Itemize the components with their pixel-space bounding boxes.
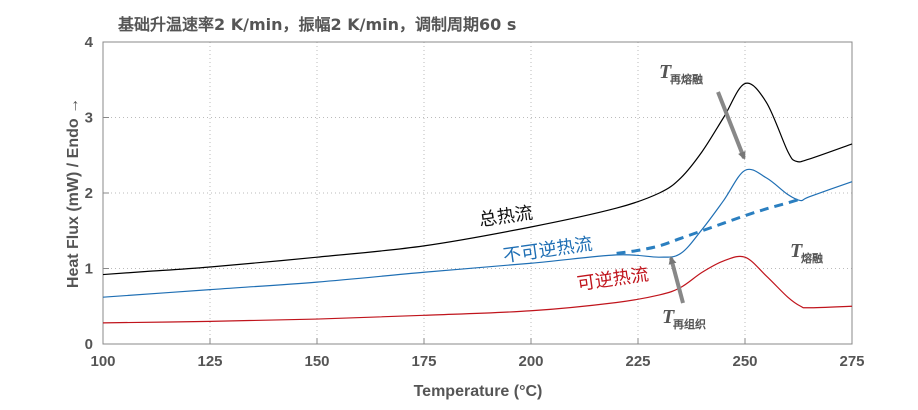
x-axis-label: Temperature (°C) xyxy=(414,383,543,400)
t-reorg-subscript: 再组织 xyxy=(673,317,706,331)
t-remelt-symbol: T xyxy=(659,61,672,83)
chart-title: 基础升温速率2 K/min，振幅2 K/min，调制周期60 s xyxy=(117,15,516,34)
annotation-t-melting: T 熔融 xyxy=(790,240,823,265)
annotation-t-reorganization: T 再组织 xyxy=(662,306,706,331)
x-tick-label: 200 xyxy=(518,353,543,370)
y-tick-label: 1 xyxy=(85,261,93,278)
y-tick-label: 4 xyxy=(85,34,94,51)
y-tick-label: 3 xyxy=(85,110,93,127)
y-tick-label: 0 xyxy=(85,336,93,353)
y-axis-label: Heat Flux (mW) / Endo → xyxy=(65,98,82,288)
series-nonreversing-heat-flow xyxy=(102,168,853,298)
t-reorg-symbol: T xyxy=(662,306,675,328)
x-tick-label: 150 xyxy=(304,353,329,370)
label-reversing-heat-flow: 可逆热流 xyxy=(576,264,650,295)
x-tick-label: 275 xyxy=(839,353,864,370)
arrow-t-reorg xyxy=(668,256,685,304)
t-melt-symbol: T xyxy=(790,240,803,262)
x-tick-label: 100 xyxy=(90,353,115,370)
label-total-heat-flow: 总热流 xyxy=(478,203,534,231)
series-total-heat-flow xyxy=(102,82,853,276)
x-tick-label: 225 xyxy=(625,353,650,370)
annotation-t-remelting: T 再熔融 xyxy=(659,61,703,86)
grid-lines xyxy=(103,42,852,344)
y-tick-label: 2 xyxy=(85,185,93,202)
axis-ticks: 100 125 150 175 200 225 250 275 0 1 2 3 4 xyxy=(85,34,865,370)
x-tick-label: 175 xyxy=(411,353,436,370)
t-melt-subscript: 熔融 xyxy=(801,251,823,265)
series-baseline-dashed xyxy=(616,197,802,255)
series-group xyxy=(102,82,853,324)
arrow-t-remelt xyxy=(716,91,746,160)
x-tick-label: 250 xyxy=(732,353,757,370)
x-tick-label: 125 xyxy=(197,353,222,370)
t-remelt-subscript: 再熔融 xyxy=(670,72,703,86)
